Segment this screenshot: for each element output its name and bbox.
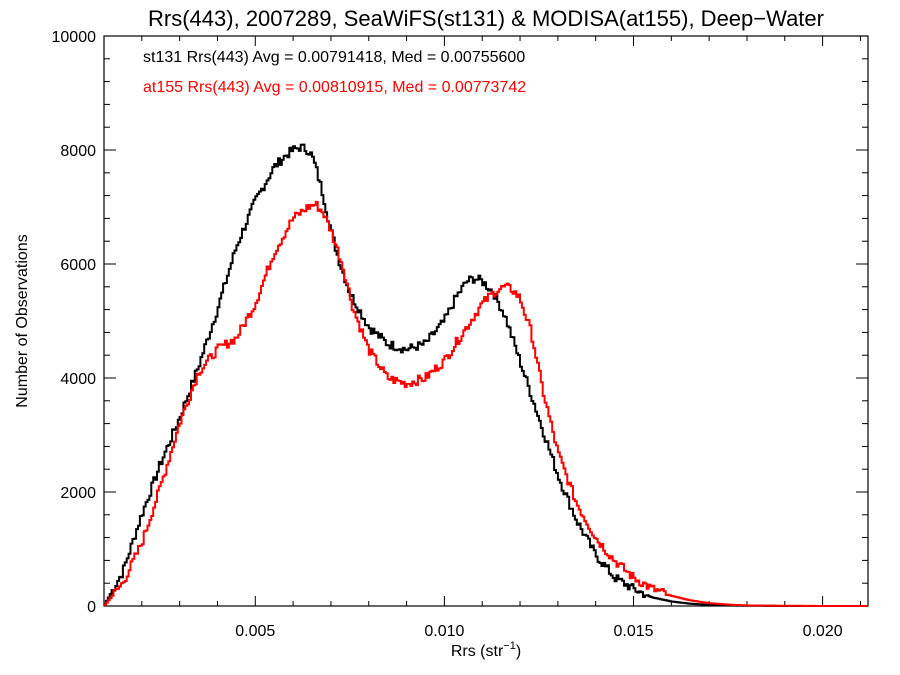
y-tick-label: 4000 [60, 371, 96, 388]
x-tick-label: 0.010 [424, 623, 464, 640]
y-axis-label: Number of Observations [14, 234, 31, 407]
x-axis-label: Rrs (str−1) [451, 640, 521, 660]
x-tick-label: 0.015 [613, 623, 653, 640]
x-tick-label: 0.020 [803, 623, 843, 640]
x-axis-label-superscript: −1 [503, 640, 516, 652]
plot-frame [103, 35, 869, 607]
x-axis-label-end: ) [516, 643, 521, 660]
legend-entry-at155: at155 Rrs(443) Avg = 0.00810915, Med = 0… [143, 79, 526, 96]
chart-title: Rrs(443), 2007289, SeaWiFS(st131) & MODI… [148, 6, 824, 31]
x-tick-label: 0.005 [235, 623, 275, 640]
y-tick-label: 0 [87, 599, 96, 616]
y-tick-label: 10000 [52, 29, 97, 46]
x-axis-label-main: Rrs (str [451, 643, 504, 660]
series-line-st131 [104, 143, 868, 607]
axis-ticks: 0.005 0.010 0.015 0.020 0 2000 4000 6000 8000 100… [52, 29, 868, 640]
series-line-at155 [104, 200, 868, 607]
legend-entry-st131: st131 Rrs(443) Avg = 0.00791418, Med = 0… [143, 49, 525, 66]
y-tick-label: 2000 [60, 485, 96, 502]
series-layer [104, 143, 868, 607]
y-tick-label: 8000 [60, 143, 96, 160]
y-tick-label: 6000 [60, 257, 96, 274]
